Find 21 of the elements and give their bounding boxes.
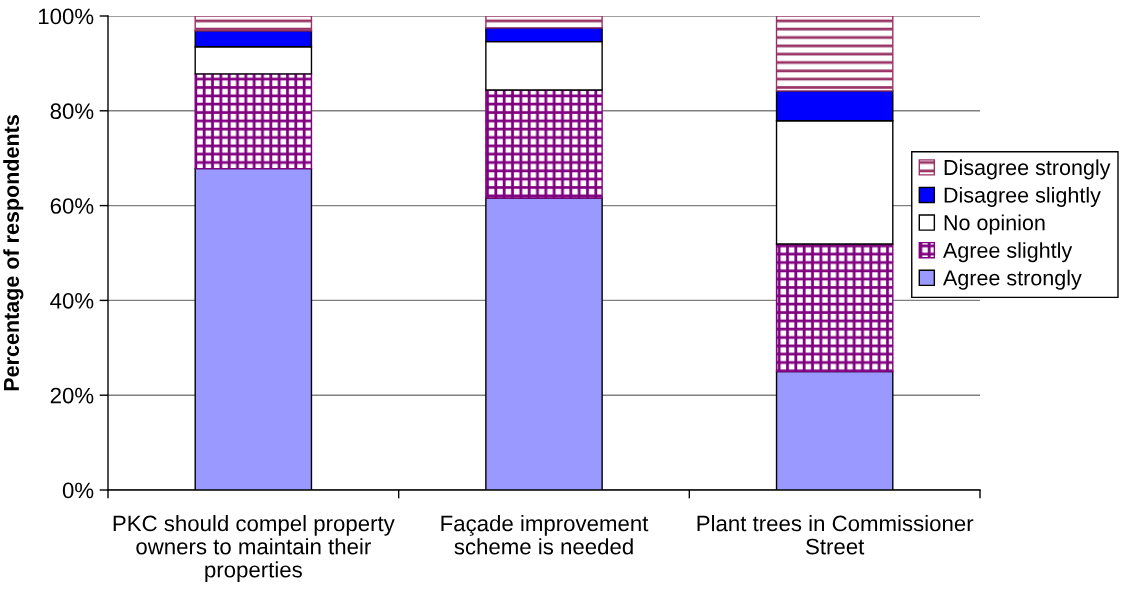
bar	[775, 16, 894, 92]
y-tick-label: 100%	[38, 8, 94, 25]
legend-label: Agree slightly	[943, 242, 1073, 263]
legend-label: Agree strongly	[943, 269, 1082, 290]
legend-label: No opinion	[944, 214, 1045, 235]
y-axis-title: Percentage of respondents	[3, 115, 24, 391]
y-tick-label: 80%	[50, 103, 94, 120]
x-tick-label: PKC should compel property owners to maintain their properties	[113, 515, 395, 582]
y-tick-label: 40%	[50, 292, 94, 309]
y-tick-label: 20%	[50, 387, 94, 404]
legend-label: Disagree strongly	[944, 159, 1111, 180]
x-tick-label: Façade improvement scheme is needed	[441, 515, 649, 555]
y-tick-label: 0%	[62, 482, 94, 499]
x-tick-label: Plant trees in Commissioner Street	[697, 515, 974, 555]
bar	[775, 243, 894, 373]
bar	[194, 73, 313, 170]
legend-label: Disagree slightly	[944, 186, 1101, 207]
y-tick-label: 60%	[50, 198, 94, 214]
bar	[485, 89, 603, 199]
bar	[485, 16, 603, 29]
bar	[194, 16, 313, 32]
